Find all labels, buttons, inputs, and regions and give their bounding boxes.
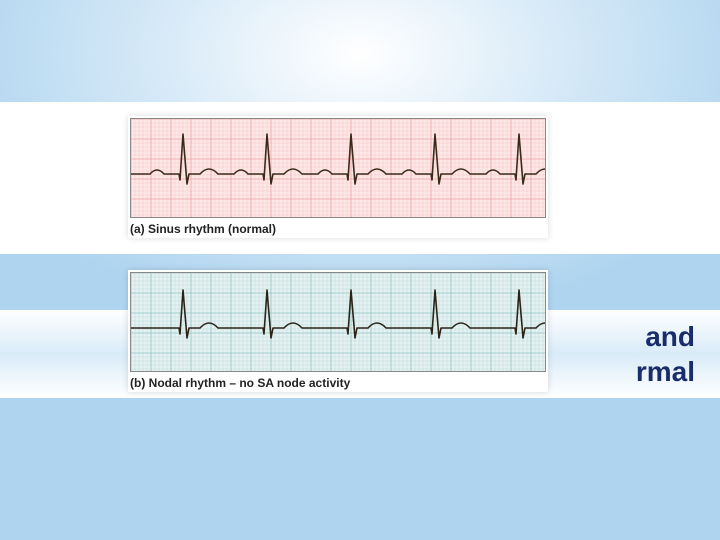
title-line-1: and	[645, 321, 695, 352]
ecg-caption-a: (a) Sinus rhythm (normal)	[130, 222, 546, 236]
ecg-strip-b	[130, 272, 546, 372]
ecg-panel-b: (b) Nodal rhythm – no SA node activity	[128, 270, 548, 392]
ecg-panel-a: (a) Sinus rhythm (normal)	[128, 116, 548, 238]
ecg-strip-a	[130, 118, 546, 218]
ecg-caption-b: (b) Nodal rhythm – no SA node activity	[130, 376, 546, 390]
title-text-fragment: and rmal	[636, 319, 695, 389]
title-line-2: rmal	[636, 356, 695, 387]
